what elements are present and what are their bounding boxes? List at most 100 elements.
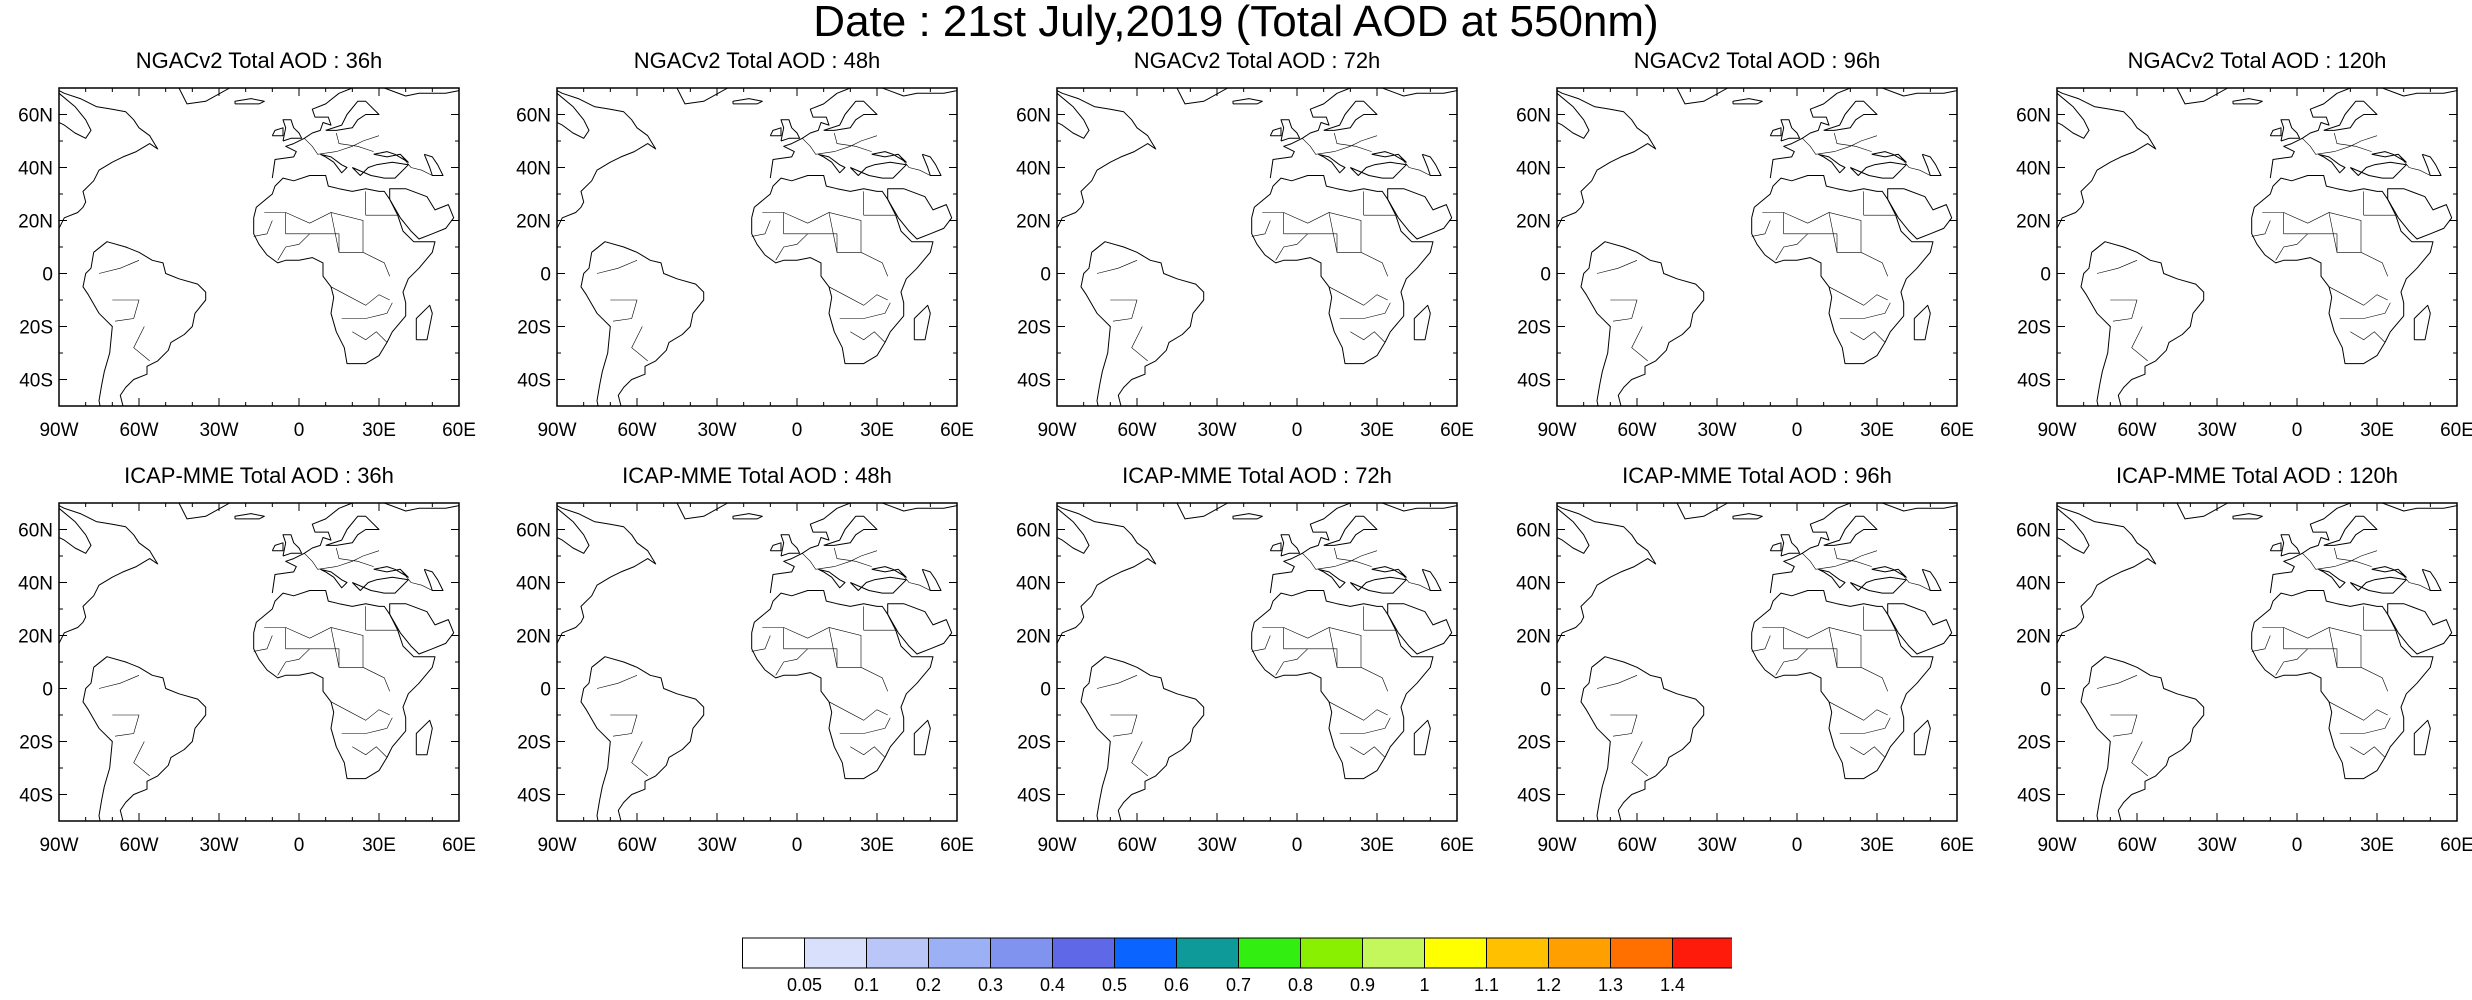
colorbar-swatch [1114,937,1177,969]
y-tick-label: 60N [2016,521,2051,542]
y-tick-label: 40N [516,159,551,180]
x-tick-label: 60W [1117,835,1156,856]
tick-marks [58,502,460,822]
aod-map: 90W 60W 30W 0 30E 60E 60N 40N 20N 0 20S 40S [2016,502,2472,856]
tick-marks [2056,87,2458,407]
x-tick-label: 60W [617,835,656,856]
y-tick-label: 40S [19,786,53,807]
colorbar-label: 1.1 [1474,975,1499,995]
colorbar-label: 1 [1419,975,1429,995]
x-tick-label: 60W [1117,420,1156,441]
y-tick-label: 60N [18,106,53,127]
x-tick-label: 60E [442,420,476,441]
tick-marks [1056,87,1458,407]
y-tick-label: 40S [1017,786,1051,807]
panel-title: ICAP-MME Total AOD : 96h [1622,463,1892,488]
colorbar-swatch [1672,937,1735,969]
x-tick-label: 90W [39,835,78,856]
panel-title: ICAP-MME Total AOD : 72h [1122,463,1392,488]
x-tick-label: 60W [1617,835,1656,856]
x-tick-label: 30E [860,835,894,856]
colorbar-label: 0.7 [1226,975,1251,995]
x-tick-label: 90W [2037,835,2076,856]
map-panel: ICAP-MME Total AOD : 48h 90W 60W 30W 0 30E 60E… [516,461,997,869]
y-tick-label: 20S [1517,318,1551,339]
y-tick-label: 40N [2016,159,2051,180]
panel-title: ICAP-MME Total AOD : 48h [622,463,892,488]
country-borders [98,132,433,362]
y-tick-label: 40N [1516,574,1551,595]
y-tick-label: 20S [517,733,551,754]
map-frame [2056,502,2458,822]
coastlines [1057,503,1457,821]
colorbar-swatch [1548,937,1611,969]
aod-map: 90W 60W 30W 0 30E 60E 60N 40N 20N 0 20S 40S [516,87,974,441]
x-tick-label: 30E [1860,835,1894,856]
x-tick-label: 0 [1292,420,1303,441]
x-tick-label: 30W [697,420,736,441]
y-tick-label: 0 [2040,680,2051,701]
colorbar-label: 0.05 [787,975,822,995]
coastlines [2057,88,2457,406]
map-panel: ICAP-MME Total AOD : 72h 90W 60W 30W 0 30E 60E… [1016,461,1497,869]
y-tick-label: 60N [516,106,551,127]
panel-title: NGACv2 Total AOD : 48h [633,48,881,73]
y-tick-label: 0 [540,265,551,286]
coastlines [2057,503,2457,821]
x-tick-label: 0 [2292,835,2303,856]
x-tick-label: 0 [294,420,305,441]
y-tick-label: 40S [19,371,53,392]
x-tick-label: 30W [2197,835,2236,856]
x-tick-label: 90W [537,835,576,856]
tick-marks [1556,87,1958,407]
x-tick-label: 30W [1197,835,1236,856]
x-tick-label: 60E [2440,420,2472,441]
y-tick-label: 0 [1540,680,1551,701]
x-tick-label: 30W [199,835,238,856]
colorbar-swatch [1176,937,1239,969]
x-tick-label: 0 [2292,420,2303,441]
x-tick-label: 0 [792,835,803,856]
x-tick-label: 60E [1440,420,1474,441]
colorbar-swatch [1300,937,1363,969]
y-tick-label: 20S [1517,733,1551,754]
map-panel: ICAP-MME Total AOD : 120h 90W 60W 30W 0 30E 60… [2016,461,2472,869]
x-tick-label: 0 [1292,835,1303,856]
country-borders [596,547,931,777]
x-tick-label: 30E [2360,835,2394,856]
coastlines [557,88,957,406]
aod-map: 90W 60W 30W 0 30E 60E 60N 40N 20N 0 20S 40S [516,502,974,856]
panel-title: ICAP-MME Total AOD : 120h [2115,463,2399,488]
tick-marks [1056,502,1458,822]
x-tick-label: 90W [1037,420,1076,441]
y-tick-label: 60N [1016,106,1051,127]
coastlines [59,88,459,406]
panel-title: ICAP-MME Total AOD : 36h [124,463,394,488]
x-tick-label: 30W [1197,420,1236,441]
aod-map: 90W 60W 30W 0 30E 60E 60N 40N 20N 0 20S 40S [18,87,476,441]
map-frame [1056,87,1458,407]
x-tick-label: 0 [294,835,305,856]
x-tick-label: 60W [119,835,158,856]
y-tick-label: 40N [1016,159,1051,180]
y-tick-label: 40S [2017,786,2051,807]
tick-marks [556,502,958,822]
x-tick-label: 60E [1940,835,1974,856]
tick-marks [58,87,460,407]
x-tick-label: 30W [2197,420,2236,441]
x-tick-label: 90W [2037,420,2076,441]
y-tick-label: 60N [1516,521,1551,542]
y-tick-label: 20N [1016,212,1051,233]
y-tick-label: 20S [517,318,551,339]
y-tick-label: 20N [2016,627,2051,648]
colorbar-swatch [1052,937,1115,969]
map-panel: ICAP-MME Total AOD : 96h 90W 60W 30W 0 30E 60E… [1516,461,1997,869]
y-tick-label: 0 [42,680,53,701]
y-tick-label: 60N [18,521,53,542]
colorbar-label: 0.4 [1040,975,1065,995]
y-tick-label: 40S [1517,786,1551,807]
x-tick-label: 60E [442,835,476,856]
coastlines [557,503,957,821]
colorbar-label: 1.3 [1598,975,1623,995]
map-panel: ICAP-MME Total AOD : 36h 90W 60W 30W 0 30E 60E… [18,461,499,869]
